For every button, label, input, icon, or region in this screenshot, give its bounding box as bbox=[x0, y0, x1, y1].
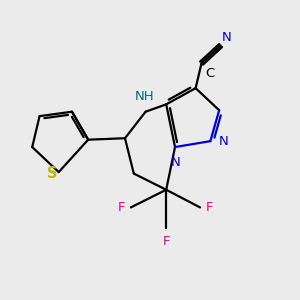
Text: C: C bbox=[205, 67, 214, 80]
Text: F: F bbox=[118, 201, 126, 214]
Text: N: N bbox=[222, 31, 232, 44]
Text: N: N bbox=[219, 135, 228, 148]
Text: S: S bbox=[47, 166, 57, 181]
Text: F: F bbox=[206, 201, 213, 214]
Text: F: F bbox=[162, 235, 170, 248]
Text: N: N bbox=[171, 156, 181, 169]
Text: NH: NH bbox=[134, 91, 154, 103]
